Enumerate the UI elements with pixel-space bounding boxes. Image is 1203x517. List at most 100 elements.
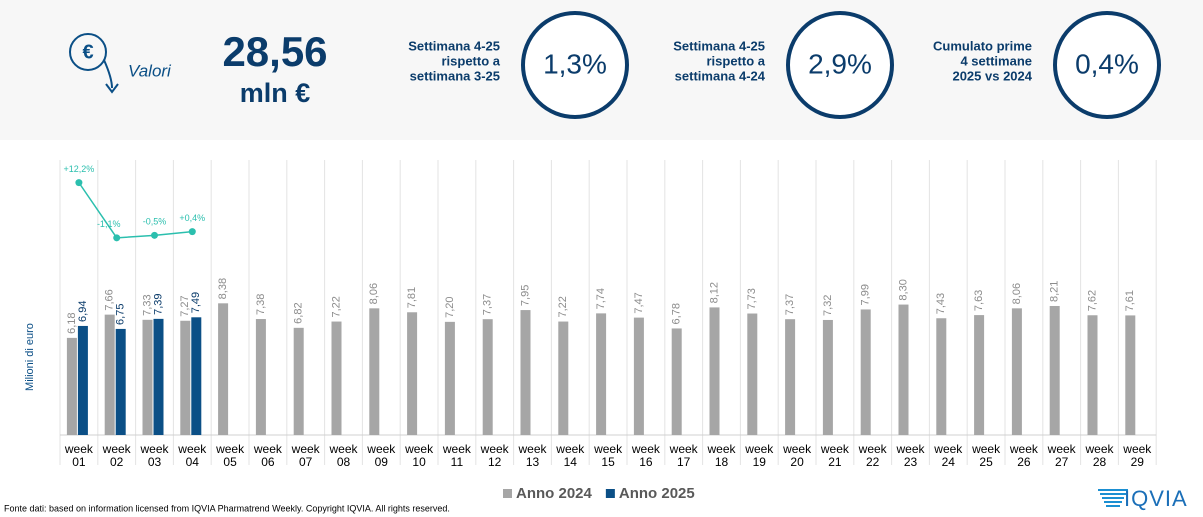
bar	[596, 313, 607, 435]
bar	[66, 337, 77, 435]
bar	[293, 327, 304, 435]
bar	[255, 319, 266, 435]
growth-marker	[75, 179, 83, 187]
bar	[558, 321, 569, 435]
data-label: 6,94	[77, 301, 89, 322]
bar	[520, 310, 531, 435]
logo-stripe	[1102, 497, 1124, 499]
kpi-circle	[786, 11, 894, 119]
x-tick-label: week 20	[783, 442, 812, 469]
data-label: 7,22	[557, 296, 569, 317]
legend-label: Anno 2024	[516, 485, 593, 502]
x-tick-label: week 23	[896, 442, 925, 469]
bar	[444, 321, 455, 435]
x-tick-label: week 16	[631, 442, 660, 469]
bar	[218, 303, 229, 435]
data-label: 7,99	[860, 284, 872, 305]
data-label: 7,37	[784, 294, 796, 315]
icon-symbol: €	[82, 41, 93, 63]
kpi-label: Cumulato prime	[933, 38, 1032, 53]
data-label: 8,06	[368, 283, 380, 304]
data-label: 6,18	[66, 312, 78, 333]
growth-marker	[151, 231, 158, 239]
x-tick-label: week 21	[820, 442, 849, 469]
bar	[104, 314, 115, 435]
data-label: 6,75	[115, 304, 127, 325]
bar	[936, 318, 947, 435]
x-tick-label: week 02	[102, 442, 131, 469]
bar	[898, 304, 909, 435]
data-label: 7,43	[935, 293, 947, 314]
data-label: 7,73	[746, 288, 758, 309]
total-unit: mln €	[240, 78, 311, 108]
data-label: 7,22	[330, 296, 342, 317]
x-tick-label: week 04	[178, 442, 207, 469]
data-label: 7,95	[519, 285, 531, 306]
legend-swatch	[503, 489, 512, 498]
bar	[1049, 305, 1060, 435]
kpi-label: rispetto a	[441, 53, 500, 68]
data-label: 8,30	[897, 279, 909, 300]
data-label: 6,78	[671, 303, 683, 324]
growth-label: -0,5%	[143, 217, 167, 227]
x-tick-label: week 19	[745, 442, 774, 469]
data-label: 7,33	[141, 294, 153, 315]
data-label: 8,06	[1011, 283, 1023, 304]
data-label: 7,32	[822, 295, 834, 316]
x-tick-label: week 11	[442, 442, 471, 469]
data-label: 7,81	[406, 287, 418, 308]
x-tick-label: week 17	[669, 442, 698, 469]
growth-marker	[188, 228, 196, 236]
kpi-label: settimana 4-24	[675, 68, 766, 83]
bar	[1125, 315, 1136, 435]
data-label: 7,37	[482, 294, 494, 315]
growth-label: +12,2%	[64, 164, 95, 174]
data-label: 7,49	[190, 292, 202, 313]
logo-stripe	[1104, 501, 1122, 503]
data-label: 7,62	[1086, 290, 1098, 311]
x-tick-label: week 05	[216, 442, 245, 469]
data-label: 7,74	[595, 288, 607, 309]
logo: IQVIA	[1124, 486, 1188, 511]
x-tick-label: week 09	[367, 442, 396, 469]
kpi-circle	[1053, 11, 1161, 119]
kpi-label: 4 settimane	[960, 53, 1032, 68]
data-label: 8,21	[1049, 281, 1061, 302]
x-tick-label: week 26	[1009, 442, 1038, 469]
x-tick-label: week 08	[329, 442, 358, 469]
data-label: 8,12	[708, 282, 720, 303]
x-tick-label: week 12	[480, 442, 509, 469]
data-label: 7,47	[633, 292, 645, 313]
legend-swatch	[605, 489, 615, 498]
kpi-label: settimana 3-25	[410, 68, 500, 83]
data-label: 8,38	[217, 278, 229, 299]
x-tick-label: week 07	[291, 442, 320, 469]
icon-arrow	[103, 59, 119, 94]
kpi-label: Settimana 4-25	[408, 38, 500, 53]
bar	[1087, 315, 1098, 435]
growth-marker	[113, 234, 121, 242]
bar	[747, 313, 758, 435]
bar	[142, 319, 153, 435]
bar	[785, 319, 796, 435]
x-tick-label: week 03	[140, 442, 169, 469]
growth-label: +0,4%	[179, 213, 205, 223]
kpi-value: 2,9%	[808, 48, 872, 79]
bar	[822, 319, 833, 435]
data-label: 7,20	[444, 296, 456, 317]
data-label: 7,38	[255, 294, 267, 315]
bar	[153, 318, 164, 435]
growth-line	[78, 182, 193, 239]
bar	[1011, 308, 1022, 435]
bar	[671, 328, 682, 435]
data-label: 7,61	[1124, 290, 1136, 311]
kpi-label: rispetto a	[706, 53, 765, 68]
x-tick-label: week 06	[253, 442, 282, 469]
legend-label: Anno 2025	[619, 485, 695, 502]
bar	[180, 320, 191, 435]
data-label: 7,63	[973, 290, 985, 311]
x-tick-label: week 18	[707, 442, 736, 469]
footer-source: Fonte dati: based on information license…	[4, 503, 450, 513]
data-label: 7,66	[104, 289, 116, 310]
